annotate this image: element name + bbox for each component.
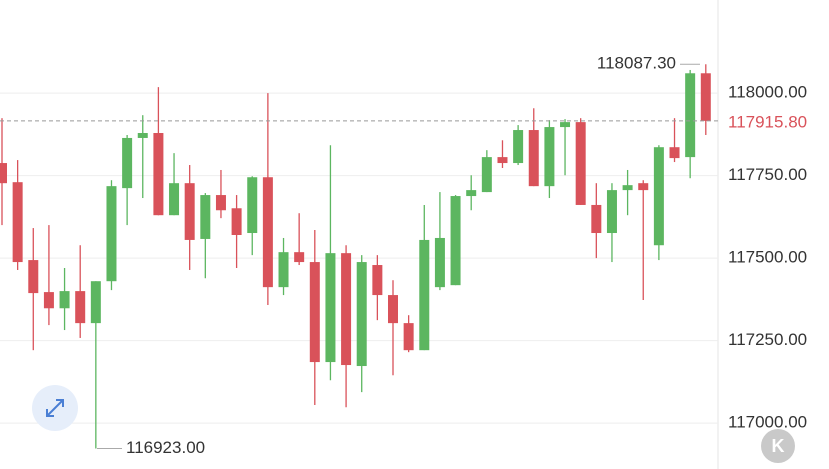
candle-body	[575, 122, 586, 205]
candle-body	[28, 260, 39, 294]
candle-body	[12, 182, 23, 263]
plot-area	[0, 64, 718, 449]
candle-body	[419, 239, 430, 351]
candle-body	[388, 295, 398, 324]
candle-body	[622, 185, 633, 191]
candle-body	[560, 122, 571, 128]
candle-body	[200, 195, 211, 239]
badge-button[interactable]: K	[761, 429, 795, 463]
low-marker-label: 116923.00	[126, 438, 205, 457]
candle-body	[450, 196, 461, 286]
candle-body	[215, 195, 226, 211]
last-price-label: 117915.80	[728, 112, 807, 131]
high-marker-label: 118087.30	[597, 54, 676, 73]
candle-body	[90, 281, 101, 324]
candle-body	[466, 190, 477, 197]
candle-body	[341, 253, 352, 366]
candle-body	[544, 127, 555, 187]
candle-body	[43, 292, 54, 309]
candle-body	[638, 183, 649, 191]
candle-body	[106, 186, 117, 282]
candle-body	[247, 177, 258, 234]
candle-body	[153, 133, 164, 216]
candle-body	[75, 291, 86, 324]
candle-body	[137, 133, 148, 138]
candle-body	[700, 73, 711, 121]
candle-body	[434, 237, 445, 288]
y-tick-label: 117500.00	[728, 248, 807, 267]
expand-button[interactable]	[32, 385, 78, 431]
candle-body	[262, 177, 273, 288]
y-tick-label: 117000.00	[728, 413, 807, 432]
y-tick-label: 117750.00	[728, 165, 807, 184]
candle-body	[606, 190, 617, 234]
candle-body	[528, 130, 539, 187]
candle-body	[0, 163, 7, 184]
y-tick-label: 118000.00	[728, 83, 807, 102]
candle-body	[325, 253, 336, 363]
candle-body	[294, 252, 305, 263]
candle-body	[59, 291, 70, 309]
candle-body	[231, 208, 242, 235]
candle-body	[372, 265, 383, 296]
candle-body	[122, 137, 133, 189]
candle-body	[278, 252, 289, 288]
candle-body	[403, 323, 414, 351]
candle-body	[591, 204, 602, 234]
candle-body	[169, 183, 180, 216]
badge-label: K	[772, 436, 785, 456]
candle-body	[184, 183, 195, 240]
y-tick-label: 117250.00	[728, 330, 807, 349]
candle-body	[481, 157, 492, 193]
candle-body	[497, 157, 508, 164]
candle-body	[669, 147, 680, 159]
candle-body	[685, 73, 696, 158]
candle-body	[309, 262, 320, 363]
candle-body	[356, 262, 367, 367]
candle-body	[513, 130, 524, 164]
candle-body	[653, 147, 664, 246]
